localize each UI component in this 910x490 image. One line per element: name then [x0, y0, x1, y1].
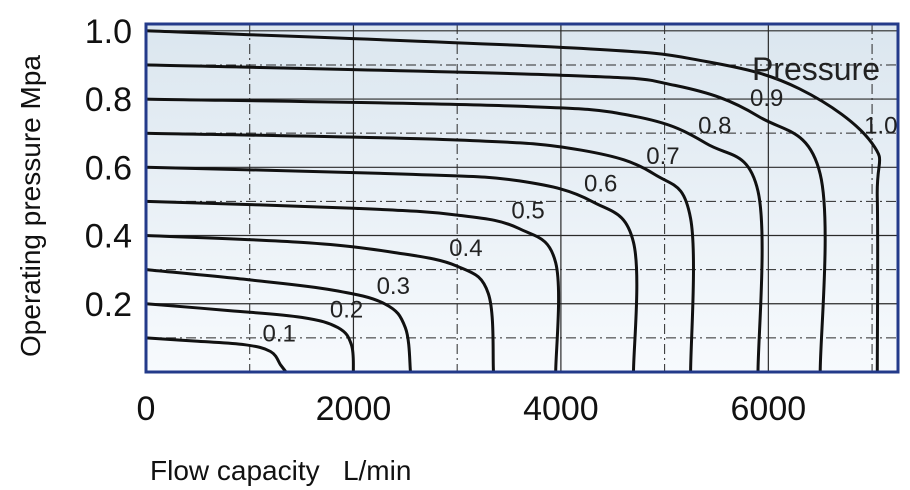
y-axis-label: Operating pressure Mpa: [15, 55, 46, 357]
series-label-0.1: 0.1: [262, 321, 295, 348]
y-tick-label: 0.4: [85, 218, 132, 256]
series-line-0.4: [144, 234, 495, 374]
series-label-0.8: 0.8: [698, 112, 731, 139]
y-tick-label: 0.2: [85, 286, 132, 324]
x-tick-label: 4000: [523, 390, 599, 428]
grid-lines: [146, 24, 898, 372]
series-label-0.2: 0.2: [330, 297, 363, 324]
x-tick-label: 6000: [731, 390, 807, 428]
series-line-0.7: [144, 131, 695, 374]
x-tick-label: 2000: [316, 390, 392, 428]
series-label-1.0: 1.0: [864, 112, 897, 139]
x-axis-label: Flow capacity L/min: [150, 455, 411, 486]
y-tick-label: 0.6: [85, 149, 132, 187]
series-label-0.6: 0.6: [584, 170, 617, 197]
series-label-0.4: 0.4: [449, 235, 482, 262]
y-tick-label: 0.8: [85, 81, 132, 119]
series-label-0.7: 0.7: [646, 143, 679, 170]
series-line-0.6: [144, 165, 639, 374]
legend-title: Pressure: [752, 51, 880, 87]
series-line-0.1: [144, 336, 288, 374]
x-tick-labels: 0 2000 4000 6000: [137, 390, 807, 428]
series-line-0.8: [144, 97, 764, 374]
plot-frame: [144, 22, 900, 374]
curve-lines: [144, 29, 882, 374]
series-line-1.0: [144, 29, 882, 374]
series-line-0.5: [144, 199, 561, 374]
series-line-0.2: [144, 302, 355, 374]
curve-labels: 0.1 0.2 0.3 0.4 0.5 0.6 0.7 0.8 0.9 1.0: [262, 85, 897, 347]
y-tick-labels: 0.2 0.4 0.6 0.8 1.0: [85, 13, 132, 324]
series-label-0.3: 0.3: [377, 273, 410, 300]
series-line-0.3: [144, 268, 412, 374]
x-tick-label: 0: [137, 390, 156, 428]
series-label-0.5: 0.5: [511, 198, 544, 225]
series-line-0.9: [144, 63, 827, 374]
series-label-0.9: 0.9: [750, 85, 783, 112]
y-tick-label: 1.0: [85, 13, 132, 51]
